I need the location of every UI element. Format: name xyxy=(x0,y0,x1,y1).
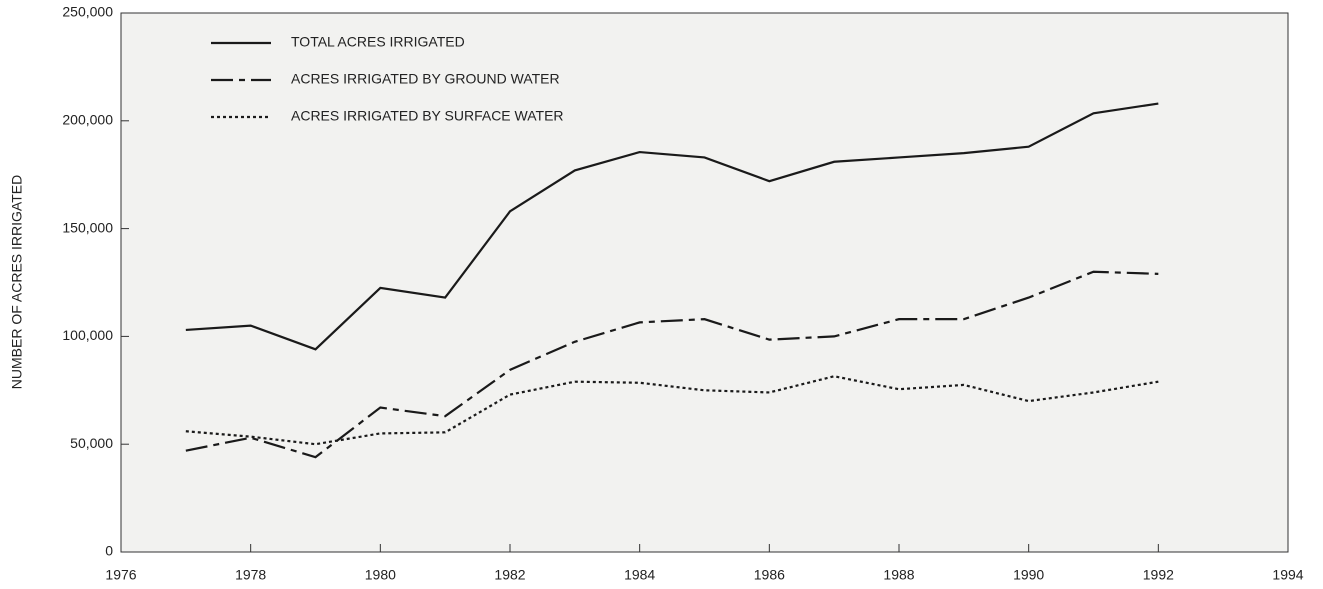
y-tick-label: 250,000 xyxy=(62,4,113,20)
y-tick-label: 150,000 xyxy=(62,219,113,235)
x-tick-label: 1994 xyxy=(1272,567,1303,583)
y-axis-label: NUMBER OF ACRES IRRIGATED xyxy=(9,175,25,389)
x-tick-label: 1978 xyxy=(235,567,266,583)
legend-label: ACRES IRRIGATED BY SURFACE WATER xyxy=(291,108,564,124)
line xyxy=(185,375,1159,446)
line xyxy=(185,270,1159,459)
plot-area xyxy=(120,12,1289,553)
x-tick-label: 1988 xyxy=(883,567,914,583)
x-tick-label: 1992 xyxy=(1143,567,1174,583)
x-tick-label: 1984 xyxy=(624,567,655,583)
x-tick-label: 1986 xyxy=(754,567,785,583)
x-tick-label: 1976 xyxy=(105,567,136,583)
x-tick-label: 1982 xyxy=(494,567,525,583)
y-tick-label: 100,000 xyxy=(62,327,113,343)
legend-label: TOTAL ACRES IRRIGATED xyxy=(291,34,465,50)
x-tick-label: 1990 xyxy=(1013,567,1044,583)
legend-label: ACRES IRRIGATED BY GROUND WATER xyxy=(291,71,560,87)
x-tick-label: 1980 xyxy=(365,567,396,583)
y-tick-label: 0 xyxy=(105,543,113,559)
y-tick-label: 200,000 xyxy=(62,112,113,128)
line xyxy=(185,102,1159,351)
y-tick-label: 50,000 xyxy=(70,435,113,451)
